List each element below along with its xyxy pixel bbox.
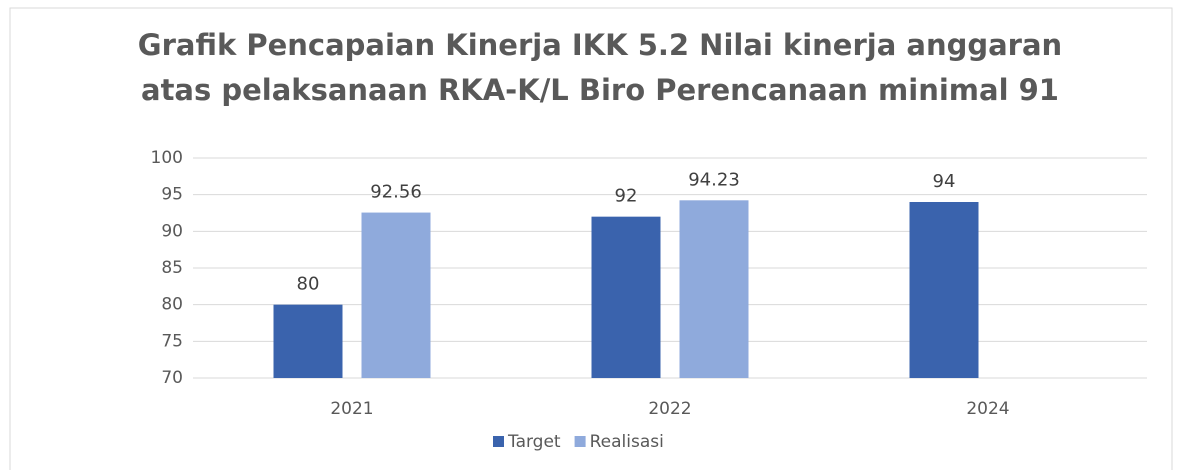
y-tick-label: 80 [161, 295, 183, 315]
y-tick-label: 85 [161, 258, 183, 278]
x-tick-label: 2021 [330, 399, 373, 419]
x-tick-label: 2022 [648, 399, 691, 419]
legend-label: Target [507, 432, 561, 452]
value-label: 92.56 [370, 182, 422, 203]
legend-label: Realisasi [590, 432, 664, 452]
value-label: 94.23 [688, 169, 740, 190]
chart-title: atas pelaksanaan RKA-K/L Biro Perencanaa… [141, 73, 1059, 107]
value-label: 80 [297, 274, 320, 295]
bar [591, 216, 661, 378]
value-label: 94 [933, 171, 956, 192]
y-tick-label: 70 [161, 368, 183, 388]
bar [909, 202, 979, 378]
value-label: 92 [615, 186, 638, 207]
chart-title: Grafik Pencapaian Kinerja IKK 5.2 Nilai … [138, 28, 1062, 62]
y-tick-label: 100 [151, 148, 183, 168]
y-tick-label: 90 [161, 221, 183, 241]
y-tick-label: 95 [161, 185, 183, 205]
x-tick-label: 2024 [966, 399, 1009, 419]
legend-swatch [493, 436, 504, 447]
bar [361, 212, 431, 378]
bar [273, 304, 343, 378]
y-tick-label: 75 [161, 331, 183, 351]
bar [679, 200, 749, 378]
legend-swatch [574, 436, 586, 447]
